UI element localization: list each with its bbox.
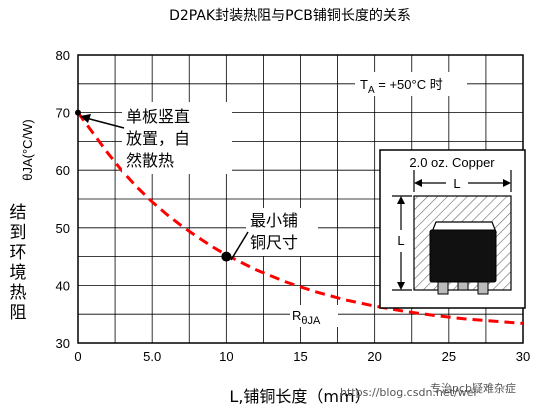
chart-title: D2PAK封装热阻与PCB铺铜长度的关系 bbox=[169, 8, 411, 24]
series-label: RθJA bbox=[292, 308, 321, 327]
y-axis-chinese-char: 境 bbox=[10, 263, 27, 283]
y-tick-label: 70 bbox=[56, 106, 70, 121]
x-tick-label: 25 bbox=[442, 349, 456, 364]
inset-title: 2.0 oz. Copper bbox=[409, 155, 495, 170]
y-tick-label: 40 bbox=[56, 278, 70, 293]
condition-label: TA = +50°C 时 bbox=[360, 77, 443, 96]
watermark-url: https://blog.csdn.net/wei bbox=[340, 386, 477, 399]
vertical-annotation-bg bbox=[122, 102, 232, 174]
series-line-rthja bbox=[76, 111, 524, 325]
x-axis-ticks: 0 5.0 10 15 20 25 30 bbox=[74, 349, 530, 364]
y-tick-label: 80 bbox=[56, 48, 70, 63]
inset-dim-vertical: L bbox=[397, 233, 404, 248]
y-tick-label: 50 bbox=[56, 221, 70, 236]
y-tick-label: 30 bbox=[56, 336, 70, 351]
x-tick-label: 10 bbox=[219, 349, 233, 364]
y-axis-chinese-char: 环 bbox=[10, 243, 27, 263]
watermark-label: 专治pcb疑难杂症 bbox=[430, 381, 516, 395]
min-annotation-bg bbox=[246, 208, 318, 256]
x-tick-label: 15 bbox=[293, 349, 307, 364]
vertical-annotation-line3: 然散热 bbox=[126, 151, 174, 170]
data-markers bbox=[75, 109, 232, 262]
x-tick-label: 0 bbox=[74, 349, 81, 364]
x-tick-label: 20 bbox=[367, 349, 381, 364]
y-axis-chinese-char: 到 bbox=[10, 223, 27, 243]
x-tick-label: 5.0 bbox=[143, 349, 161, 364]
y-tick-label: 60 bbox=[56, 163, 70, 178]
min-annotation-line1: 最小铺 bbox=[250, 211, 298, 230]
min-annotation-line2: 铜尺寸 bbox=[250, 233, 298, 252]
vertical-annotation-line2: 放置，自 bbox=[126, 129, 190, 148]
y-axis-chinese-char: 热 bbox=[10, 283, 27, 303]
y-axis-chinese-char: 结 bbox=[10, 203, 27, 223]
data-marker bbox=[75, 109, 81, 116]
series-label-bg bbox=[290, 305, 338, 327]
vertical-annotation-arrow bbox=[85, 117, 125, 129]
copper-pad-inset: 2.0 oz. Copper L L bbox=[379, 149, 526, 309]
vertical-annotation-line1: 单板竖直 bbox=[126, 107, 190, 126]
x-tick-label: 30 bbox=[516, 349, 530, 364]
condition-box-bg bbox=[355, 72, 467, 96]
y-axis-ticks: 30 40 50 60 70 80 bbox=[56, 48, 70, 351]
vertical-annotation-arrowhead bbox=[80, 114, 91, 123]
y-axis-chinese-char: 阻 bbox=[10, 303, 27, 323]
min-annotation-leader bbox=[230, 231, 249, 261]
inset-dim-horizontal: L bbox=[453, 176, 460, 191]
x-axis-label: L,铺铜长度（mm） bbox=[229, 387, 370, 406]
data-marker bbox=[221, 251, 232, 262]
y-axis-symbol-label: θJA(°C/W) bbox=[20, 119, 35, 181]
